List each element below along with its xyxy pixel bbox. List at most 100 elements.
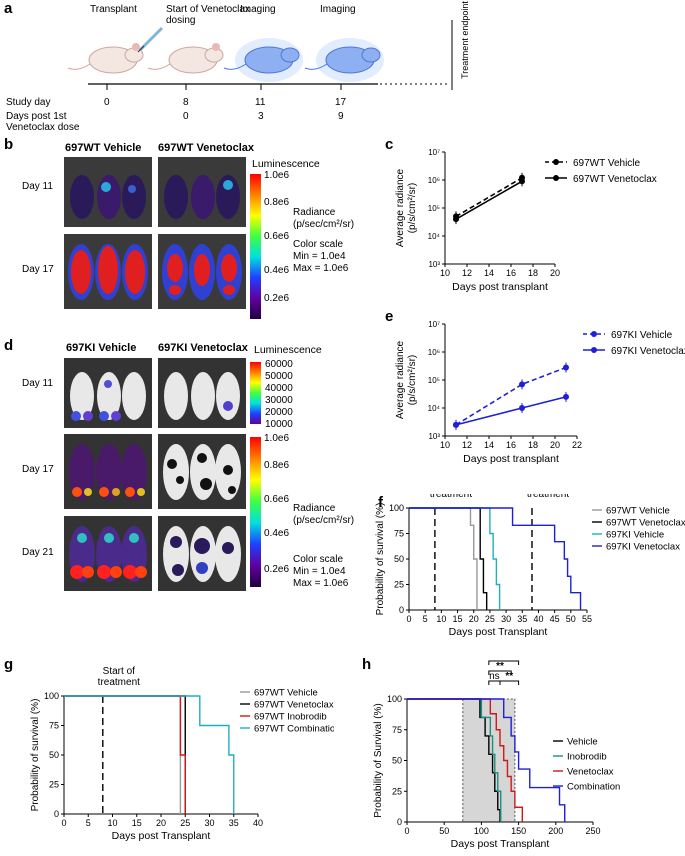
annotation-1-line-1: treatment bbox=[527, 494, 569, 500]
panel-label-e: e bbox=[385, 308, 394, 325]
panel-label-h: h bbox=[362, 656, 372, 673]
sig-bracket bbox=[488, 670, 512, 675]
survival-curve-2 bbox=[64, 695, 186, 814]
panel-label-a: a bbox=[4, 0, 13, 17]
series-line-0 bbox=[455, 366, 567, 426]
d-tick-5: 0.2e6 bbox=[264, 564, 290, 575]
y-tick-label: 0 bbox=[399, 605, 404, 615]
d-tick-2: 0.8e6 bbox=[264, 460, 290, 471]
x-tick-label: 200 bbox=[548, 826, 563, 836]
post-dose-0: 0 bbox=[183, 111, 189, 122]
bli-image-ki-venetoclax-d11 bbox=[158, 358, 246, 428]
x-tick-label: 16 bbox=[506, 268, 516, 278]
x-tick-label: 20 bbox=[469, 614, 479, 624]
study-day-17: 17 bbox=[335, 97, 347, 108]
mouse-icon-transplant bbox=[67, 43, 144, 74]
x-tick-label: 12 bbox=[462, 268, 472, 278]
y-tick-label: 0 bbox=[397, 817, 402, 827]
legend-label: 697WT Combination bbox=[254, 724, 334, 735]
bli-image-ki-venetoclax-d21 bbox=[158, 516, 246, 591]
legend-marker bbox=[591, 347, 597, 353]
x-tick-label: 0 bbox=[61, 818, 66, 828]
y-axis-label: Probability of survival (%) bbox=[375, 503, 386, 616]
study-day-0: 0 bbox=[104, 97, 110, 108]
survival-curve-3 bbox=[407, 698, 566, 822]
survival-curve-2 bbox=[409, 507, 501, 610]
d-colorbar-top bbox=[250, 362, 261, 424]
annotation-0-line-0: Start of bbox=[103, 666, 135, 677]
x-tick-label: 5 bbox=[86, 818, 91, 828]
x-axis-label: Days post transplant bbox=[463, 453, 559, 465]
y-tick-label: 10⁶ bbox=[428, 348, 440, 357]
panel-label-g: g bbox=[4, 656, 14, 673]
d-luminescence: Luminescence bbox=[254, 344, 322, 356]
bli-image-wt-vehicle-d11 bbox=[64, 157, 152, 227]
x-tick-label: 30 bbox=[501, 614, 511, 624]
post-dose-9: 9 bbox=[338, 111, 344, 122]
d-col-vehicle: 697KI Vehicle bbox=[66, 342, 137, 354]
x-tick-label: 15 bbox=[453, 614, 463, 624]
x-tick-label: 15 bbox=[132, 818, 142, 828]
y-tick-label: 50 bbox=[49, 750, 59, 760]
chart-e: 10³ 10⁴ 10⁵ 10⁶ 10⁷ 10 12 14 16 18 20 22 Average rad… bbox=[395, 320, 685, 465]
event-transplant: Transplant bbox=[90, 4, 137, 15]
x-tick-label: 25 bbox=[485, 614, 495, 624]
bli-image-wt-venetoclax-d11 bbox=[158, 157, 246, 227]
d-top-tick-3: 40000 bbox=[265, 383, 293, 394]
d-top-tick-1: 60000 bbox=[265, 359, 293, 370]
y-axis-label-units: (p/s/cm²/sr) bbox=[407, 355, 418, 406]
sig-label: *** bbox=[498, 656, 510, 662]
x-tick-label: 35 bbox=[229, 818, 239, 828]
b-tick-3: 0.6e6 bbox=[264, 231, 290, 242]
d-top-tick-2: 50000 bbox=[265, 371, 293, 382]
x-tick-label: 0 bbox=[404, 826, 409, 836]
bli-image-wt-venetoclax-d17 bbox=[158, 234, 246, 309]
legend-label: Combination bbox=[567, 782, 620, 793]
x-tick-label: 10 bbox=[440, 440, 450, 450]
y-tick-label: 10⁷ bbox=[428, 320, 440, 329]
y-tick-label: 50 bbox=[392, 756, 402, 766]
x-tick-label: 18 bbox=[528, 268, 538, 278]
x-tick-label: 50 bbox=[439, 826, 449, 836]
x-tick-label: 14 bbox=[484, 268, 494, 278]
chart-g: 0 25 50 75 100 0 5 10 15 20 25 30 35 40 Probability of… bbox=[30, 666, 334, 842]
panel-label-f: f bbox=[378, 494, 383, 511]
x-tick-label: 10 bbox=[107, 818, 117, 828]
annotation-0-line-1: treatment bbox=[98, 677, 140, 688]
b-col-venetoclax: 697WT Venetoclax bbox=[158, 142, 254, 154]
x-tick-label: 25 bbox=[180, 818, 190, 828]
d-row-day21: Day 21 bbox=[22, 547, 54, 558]
x-tick-label: 10 bbox=[436, 614, 446, 624]
annotation-0-line-1: treatment bbox=[430, 494, 472, 500]
d-top-tick-5: 20000 bbox=[265, 407, 293, 418]
y-tick-label: 75 bbox=[49, 721, 59, 731]
y-tick-label: 75 bbox=[394, 529, 404, 539]
legend-label: 697WT Venetoclax bbox=[606, 518, 685, 529]
event-endpoint: Treatment endpoint bbox=[459, 1, 470, 79]
legend-label: 697WT Inobrodib bbox=[254, 712, 327, 723]
b-tick-1: 1.0e6 bbox=[264, 170, 290, 181]
x-axis-label: Days post Transplant bbox=[112, 830, 211, 842]
chart-h: 0 25 50 75 100 0 50 100 150 200 250 Probability of … bbox=[373, 656, 620, 850]
x-tick-label: 45 bbox=[550, 614, 560, 624]
sig-label: ns bbox=[489, 671, 500, 682]
y-tick-label: 100 bbox=[44, 691, 59, 701]
d-row-day17: Day 17 bbox=[22, 464, 54, 475]
y-tick-label: 10⁵ bbox=[428, 376, 440, 385]
panel-label-c: c bbox=[385, 136, 394, 153]
series-line-1 bbox=[455, 180, 523, 220]
bli-image-wt-vehicle-d17 bbox=[64, 234, 152, 309]
legend-label: 697WT Venetoclax bbox=[254, 700, 334, 711]
post-dose-label: Days post 1st Venetoclax dose bbox=[6, 111, 80, 133]
x-axis-label: Days post transplant bbox=[452, 281, 548, 293]
x-tick-label: 20 bbox=[550, 440, 560, 450]
d-top-tick-6: 10000 bbox=[265, 419, 293, 430]
b-tick-5: 0.2e6 bbox=[264, 293, 290, 304]
legend-label: 697KI Vehicle bbox=[606, 530, 664, 541]
y-tick-label: 100 bbox=[389, 503, 404, 513]
panel-label-d: d bbox=[4, 337, 14, 354]
legend-marker bbox=[591, 331, 597, 337]
legend-marker bbox=[553, 159, 559, 165]
x-tick-label: 100 bbox=[474, 826, 489, 836]
x-tick-label: 12 bbox=[462, 440, 472, 450]
